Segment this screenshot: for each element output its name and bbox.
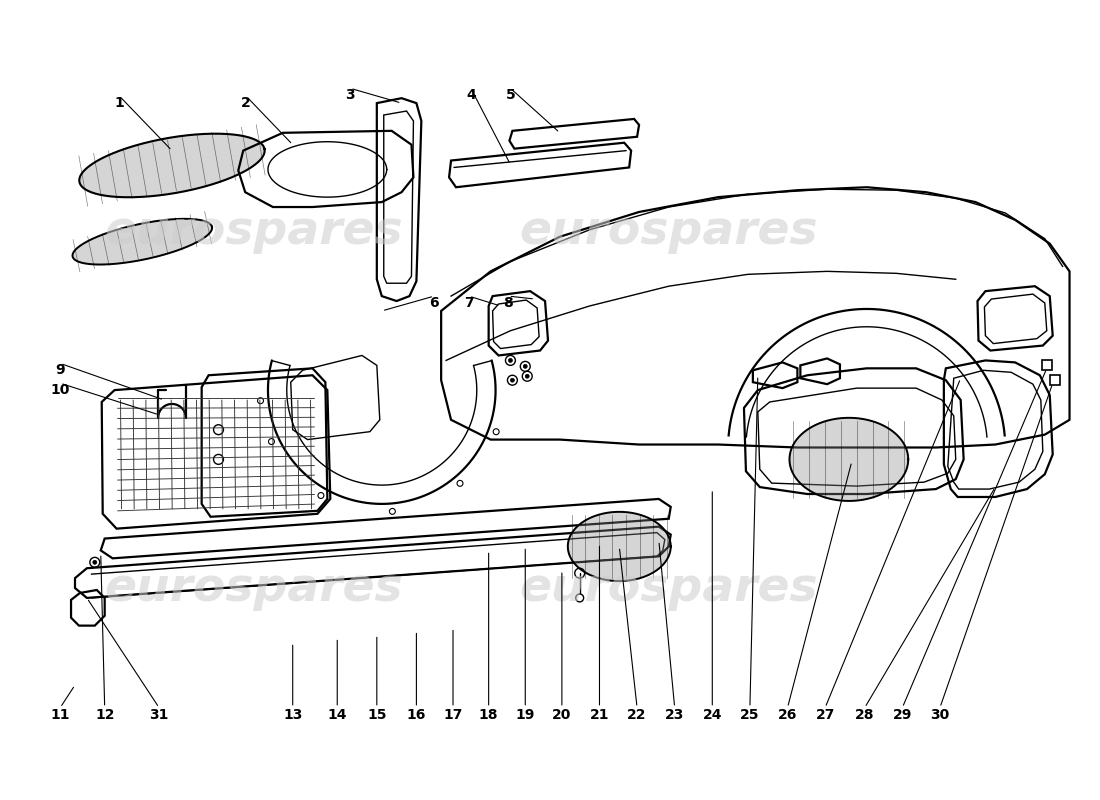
Text: 19: 19 [516,708,535,722]
Text: 17: 17 [443,708,463,722]
Text: 12: 12 [95,708,114,722]
Text: 26: 26 [778,708,798,722]
Text: 10: 10 [51,383,69,397]
Text: 8: 8 [504,296,514,310]
Circle shape [524,364,527,368]
Text: 25: 25 [740,708,760,722]
Text: 3: 3 [345,88,355,102]
Text: 23: 23 [666,708,684,722]
Text: 2: 2 [241,96,251,110]
Circle shape [508,358,513,362]
Text: 18: 18 [478,708,498,722]
Text: 9: 9 [55,363,65,378]
Text: eurospares: eurospares [519,566,818,610]
Text: 20: 20 [552,708,572,722]
Text: 7: 7 [464,296,474,310]
Text: 21: 21 [590,708,609,722]
Text: 14: 14 [328,708,346,722]
Circle shape [510,378,515,382]
Polygon shape [79,134,265,198]
Text: 13: 13 [283,708,302,722]
Text: 1: 1 [114,96,124,110]
Text: 24: 24 [703,708,722,722]
Text: eurospares: eurospares [103,566,403,610]
Polygon shape [790,418,909,501]
Text: 31: 31 [150,708,168,722]
Text: eurospares: eurospares [103,210,403,254]
Polygon shape [568,512,671,581]
Text: 28: 28 [855,708,875,722]
Text: 11: 11 [51,708,70,722]
Text: 29: 29 [892,708,912,722]
Bar [1049,375,1059,385]
Text: 5: 5 [506,88,515,102]
Text: 30: 30 [931,708,949,722]
Text: 15: 15 [367,708,386,722]
Text: 27: 27 [815,708,835,722]
Text: 6: 6 [429,296,439,310]
Polygon shape [73,218,212,265]
Text: 22: 22 [627,708,647,722]
Text: 4: 4 [466,88,475,102]
Circle shape [526,374,529,378]
Bar [1042,361,1052,370]
Text: eurospares: eurospares [519,210,818,254]
Text: 16: 16 [407,708,426,722]
Circle shape [92,560,97,564]
